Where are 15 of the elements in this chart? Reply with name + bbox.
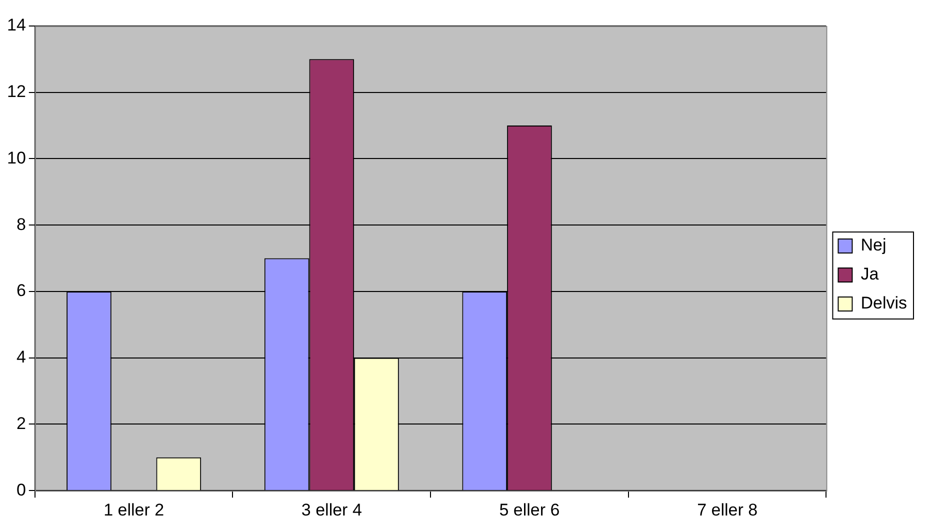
x-tick-label: 5 eller 6 [499, 500, 560, 520]
legend-label: Ja [860, 264, 880, 284]
y-tick-label: 0 [16, 480, 26, 500]
x-tick-label: 1 eller 2 [104, 500, 164, 520]
y-tick-label: 4 [16, 348, 26, 367]
x-tick-label: 7 eller 8 [697, 500, 758, 520]
y-tick-label: 12 [6, 82, 26, 102]
x-tick-label: 3 eller 4 [301, 500, 362, 520]
y-tick-label: 10 [6, 148, 26, 168]
y-tick-label: 2 [16, 414, 26, 433]
y-tick-label: 14 [6, 16, 26, 35]
legend-label: Delvis [860, 294, 908, 313]
y-tick-label: 6 [16, 281, 26, 300]
legend-label: Nej [860, 236, 886, 255]
y-tick-label: 8 [16, 214, 26, 234]
